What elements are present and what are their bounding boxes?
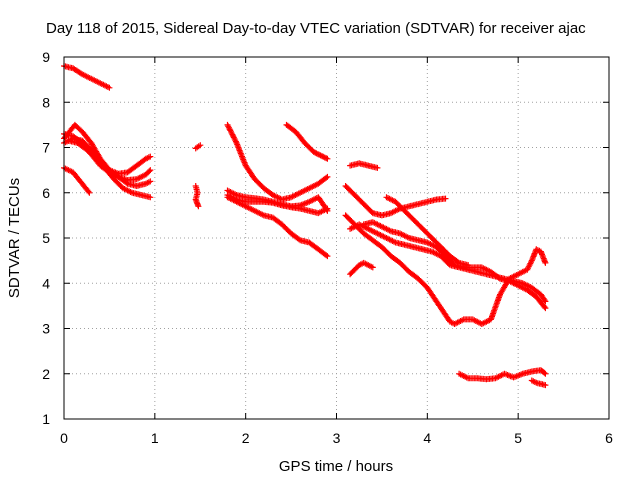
- series-markers: [347, 160, 381, 171]
- series-s16: [383, 194, 472, 269]
- series-markers: [347, 259, 376, 278]
- series-markers: [192, 142, 204, 152]
- series-markers: [192, 183, 202, 210]
- grid: [64, 57, 609, 419]
- data-series: [61, 63, 549, 389]
- series-markers: [528, 377, 549, 389]
- series-s9: [224, 121, 331, 203]
- chart-title: Day 118 of 2015, Sidereal Day-to-day VTE…: [46, 20, 586, 37]
- series-s13: [224, 194, 331, 260]
- y-tick-label: 4: [42, 275, 50, 291]
- series-markers: [65, 137, 154, 201]
- y-tick-label: 5: [42, 230, 50, 246]
- y-tick-label: 1: [42, 411, 50, 427]
- y-tick-label: 9: [42, 49, 50, 65]
- y-tick-label: 6: [42, 185, 50, 201]
- x-tick-label: 0: [60, 430, 68, 446]
- series-s14: [347, 160, 381, 171]
- series-markers: [456, 367, 549, 383]
- x-tick-label: 6: [605, 430, 613, 446]
- x-tick-label: 4: [423, 430, 431, 446]
- series-s20: [347, 259, 376, 278]
- series-markers: [342, 212, 549, 327]
- y-axis-title: SDTVAR / TECUs: [6, 178, 23, 298]
- x-tick-label: 3: [333, 430, 341, 446]
- series-s19: [360, 219, 549, 312]
- series-s21: [456, 367, 549, 383]
- series-markers: [224, 194, 331, 260]
- series-s22: [528, 377, 549, 389]
- y-tick-label: 8: [42, 94, 50, 110]
- series-markers: [342, 183, 449, 219]
- series-s17: [342, 212, 549, 327]
- series-s10: [283, 121, 331, 162]
- series-s5: [65, 137, 154, 201]
- x-tick-label: 2: [242, 430, 250, 446]
- series-s8: [192, 183, 202, 210]
- x-axis-title: GPS time / hours: [279, 458, 393, 475]
- series-markers: [224, 121, 331, 203]
- series-markers: [283, 121, 331, 162]
- series-markers: [360, 219, 549, 312]
- series-markers: [383, 194, 472, 269]
- x-tick-label: 5: [514, 430, 522, 446]
- series-s15: [342, 183, 449, 219]
- x-tick-label: 1: [151, 430, 159, 446]
- y-tick-label: 3: [42, 321, 50, 337]
- series-s7: [192, 142, 204, 152]
- y-tick-label: 2: [42, 366, 50, 382]
- y-tick-label: 7: [42, 140, 50, 156]
